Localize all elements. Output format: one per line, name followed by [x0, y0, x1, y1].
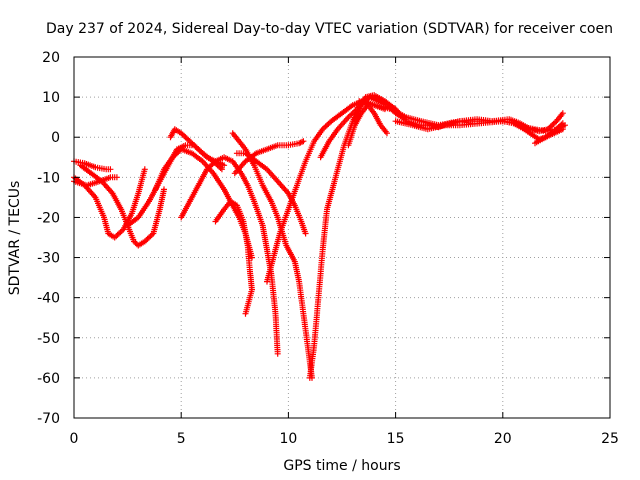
y-tick-label: -10: [37, 170, 60, 186]
series-track-11: [231, 138, 307, 177]
series-track-16: [345, 102, 390, 149]
point-markers: [345, 102, 390, 149]
x-axis-label: GPS time / hours: [283, 458, 400, 474]
axis-ticks: 0 5 10 15 20 25 -70 -60 -50 -40 -30 -20 -10 0 10 20: [37, 50, 619, 447]
y-tick-label: -60: [37, 371, 60, 387]
y-tick-label: -50: [37, 331, 60, 347]
point-markers: [264, 98, 388, 285]
point-markers: [77, 162, 167, 249]
y-tick-label: 20: [42, 50, 60, 66]
series-track-4: [77, 162, 167, 249]
y-tick-label: 0: [51, 130, 60, 146]
point-markers: [152, 146, 255, 261]
series-track-13: [264, 98, 388, 285]
y-tick-label: -40: [37, 291, 60, 307]
y-axis-label: SDTVAR / TECUs: [7, 181, 23, 296]
series-track-9: [212, 198, 255, 317]
y-tick-label: -30: [37, 251, 60, 267]
y-tick-label: -20: [37, 210, 60, 226]
y-tick-label: 10: [42, 90, 60, 106]
x-tick-label: 0: [70, 431, 79, 447]
point-markers: [71, 158, 114, 173]
data-marks: [71, 92, 568, 381]
series-track-20: [532, 120, 566, 147]
series-track-14: [306, 94, 405, 381]
chart-title: Day 237 of 2024, Sidereal Day-to-day VTE…: [46, 21, 613, 37]
point-markers: [231, 138, 307, 177]
x-tick-label: 5: [177, 431, 186, 447]
x-tick-label: 10: [279, 431, 297, 447]
point-markers: [306, 94, 405, 381]
series-track-7: [178, 154, 281, 357]
x-tick-label: 15: [387, 431, 405, 447]
point-markers: [532, 120, 566, 147]
plot-frame: [73, 56, 611, 419]
x-tick-label: 25: [601, 431, 619, 447]
series-track-8: [152, 146, 255, 261]
point-markers: [178, 154, 281, 357]
gridlines: [74, 57, 610, 418]
y-tick-label: -70: [37, 411, 60, 427]
series-track-1: [71, 158, 114, 173]
point-markers: [212, 198, 255, 317]
x-tick-label: 20: [494, 431, 512, 447]
